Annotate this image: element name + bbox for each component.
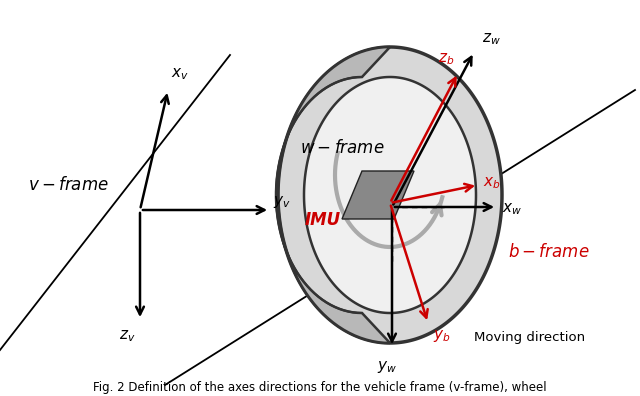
Text: Fig. 2 Definition of the axes directions for the vehicle frame (v-frame), wheel: Fig. 2 Definition of the axes directions… [93,381,547,394]
Text: $z_v$: $z_v$ [118,328,135,344]
Text: $y_w$: $y_w$ [377,359,397,375]
Text: $x_v$: $x_v$ [171,66,189,82]
Text: $z_w$: $z_w$ [482,31,500,47]
Text: IMU: IMU [305,211,341,229]
Polygon shape [278,47,502,343]
Polygon shape [304,77,476,313]
Polygon shape [342,171,414,219]
Text: $x_b$: $x_b$ [483,175,500,191]
Text: $w-frame$: $w-frame$ [300,139,385,157]
Text: $z_b$: $z_b$ [438,51,454,67]
Polygon shape [276,47,390,343]
Text: Moving direction: Moving direction [474,331,585,345]
Text: $b-frame$: $b-frame$ [508,243,589,261]
Text: $y_v$: $y_v$ [273,194,291,210]
Text: $y_b$: $y_b$ [433,328,451,344]
Text: $x_w$: $x_w$ [502,201,522,217]
Text: $v-frame$: $v-frame$ [28,176,109,194]
